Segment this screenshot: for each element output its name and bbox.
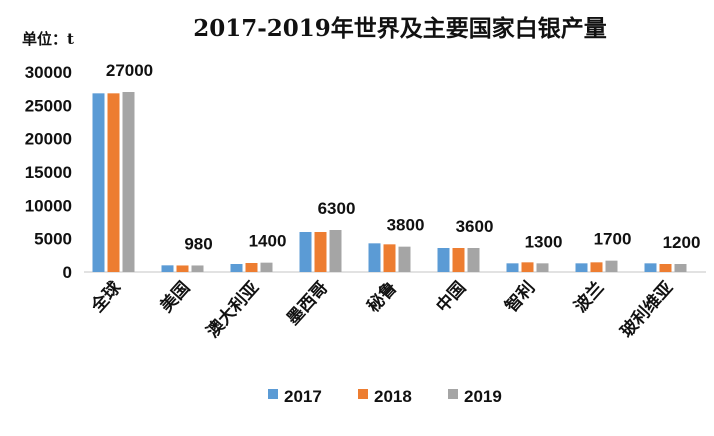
chart-title: 2017-2019年世界及主要国家白银产量 bbox=[193, 15, 607, 42]
y-tick-label: 30000 bbox=[25, 63, 72, 82]
category-label: 智利 bbox=[501, 277, 539, 316]
bar-2017-1 bbox=[161, 265, 174, 272]
bar-2018-6 bbox=[521, 262, 534, 272]
bar-2018-5 bbox=[452, 248, 465, 272]
legend-item-2018: 2018 bbox=[358, 387, 412, 406]
bar-2019-1 bbox=[191, 265, 204, 272]
bar-2017-8 bbox=[644, 263, 657, 272]
bar-2019-5 bbox=[467, 248, 480, 272]
bar-2018-7 bbox=[590, 262, 603, 272]
y-tick-label: 25000 bbox=[25, 96, 72, 115]
category-label: 中国 bbox=[432, 277, 470, 316]
data-label: 980 bbox=[184, 234, 212, 253]
legend-label: 2017 bbox=[284, 387, 322, 406]
y-tick-label: 15000 bbox=[25, 163, 72, 182]
bar-2018-4 bbox=[383, 244, 396, 272]
y-tick-label: 5000 bbox=[34, 230, 72, 249]
bar-2017-2 bbox=[230, 264, 243, 272]
bar-2018-2 bbox=[245, 263, 258, 272]
bar-2017-3 bbox=[299, 232, 312, 272]
unit-label: 单位：t bbox=[22, 30, 74, 48]
category-label: 波兰 bbox=[570, 277, 608, 316]
bar-2017-6 bbox=[506, 263, 519, 272]
bar-2019-4 bbox=[398, 246, 411, 272]
bar-2019-7 bbox=[605, 260, 618, 272]
data-label: 3800 bbox=[387, 216, 425, 235]
data-label: 3600 bbox=[456, 217, 494, 236]
category-label: 玻利维亚 bbox=[616, 277, 677, 342]
y-tick-label: 0 bbox=[63, 263, 72, 282]
category-label: 秘鲁 bbox=[363, 277, 401, 316]
y-tick-label: 10000 bbox=[25, 196, 72, 215]
legend-item-2017: 2017 bbox=[268, 387, 322, 406]
bar-2017-4 bbox=[368, 243, 381, 272]
bar-2019-2 bbox=[260, 262, 273, 272]
data-label: 1700 bbox=[594, 230, 632, 249]
bar-2019-6 bbox=[536, 263, 549, 272]
data-label: 6300 bbox=[318, 199, 356, 218]
bar-2017-7 bbox=[575, 263, 588, 272]
category-label: 美国 bbox=[156, 277, 194, 316]
bar-2019-0 bbox=[122, 92, 135, 272]
data-label: 1300 bbox=[525, 232, 563, 251]
category-label: 全球 bbox=[86, 277, 126, 318]
bar-2018-0 bbox=[107, 93, 120, 272]
legend-item-2019: 2019 bbox=[448, 387, 502, 406]
bar-2019-8 bbox=[674, 264, 687, 272]
legend-swatch bbox=[358, 389, 368, 399]
data-label: 1400 bbox=[249, 232, 287, 251]
legend-swatch bbox=[268, 389, 278, 399]
category-label: 澳大利亚 bbox=[202, 277, 263, 342]
data-label: 1200 bbox=[663, 233, 701, 252]
bar-2018-3 bbox=[314, 232, 327, 272]
legend-label: 2018 bbox=[374, 387, 412, 406]
bar-2019-3 bbox=[329, 230, 342, 272]
bar-2017-0 bbox=[92, 93, 105, 272]
bar-2017-5 bbox=[437, 248, 450, 272]
category-label: 墨西哥 bbox=[283, 278, 332, 329]
y-tick-label: 20000 bbox=[25, 130, 72, 149]
legend-label: 2019 bbox=[464, 387, 502, 406]
legend-swatch bbox=[448, 389, 458, 399]
bar-2018-8 bbox=[659, 264, 672, 272]
bar-2018-1 bbox=[176, 265, 189, 272]
data-label: 27000 bbox=[106, 61, 153, 80]
